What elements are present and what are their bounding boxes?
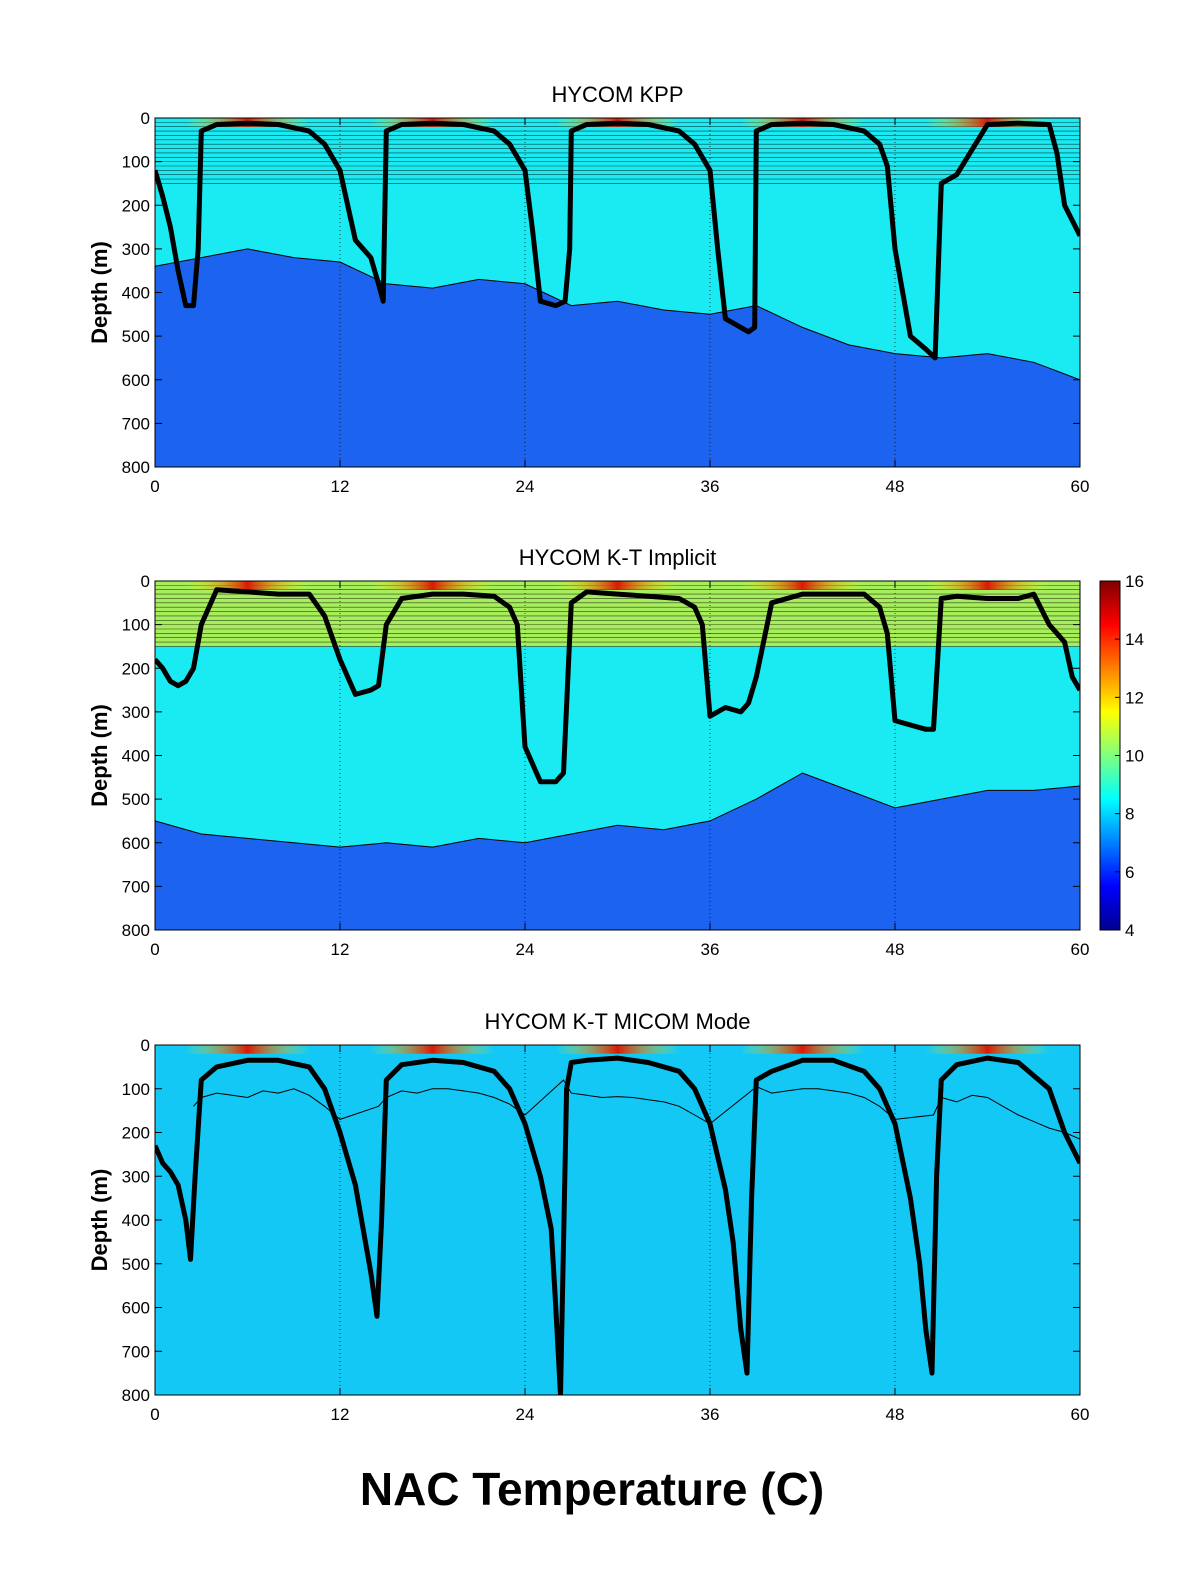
colorbar-tick-label: 6 <box>1125 863 1134 882</box>
x-tick-label: 12 <box>331 940 350 959</box>
x-tick-label: 24 <box>516 1405 535 1424</box>
y-tick-label: 100 <box>122 616 150 635</box>
y-tick-label: 0 <box>141 1036 150 1055</box>
y-tick-label: 600 <box>122 371 150 390</box>
isotherm-contour <box>155 248 1080 381</box>
y-tick-label: 800 <box>122 458 150 477</box>
deep-water-fill <box>155 248 1080 467</box>
x-tick-label: 24 <box>516 477 535 496</box>
y-tick-label: 500 <box>122 790 150 809</box>
panel-title: HYCOM K-T Implicit <box>519 545 717 570</box>
y-tick-label: 600 <box>122 834 150 853</box>
y-tick-label: 800 <box>122 921 150 940</box>
surface-warm-band <box>555 1045 680 1054</box>
isotherm-contour <box>155 772 1080 848</box>
y-tick-label: 800 <box>122 1386 150 1405</box>
y-tick-label: 700 <box>122 1342 150 1361</box>
y-tick-label: 0 <box>141 109 150 128</box>
colorbar-tick-label: 4 <box>1125 921 1134 940</box>
surface-warm-band <box>740 581 865 590</box>
x-tick-label: 12 <box>331 477 350 496</box>
panel-title: HYCOM K-T MICOM Mode <box>484 1009 750 1034</box>
y-tick-label: 300 <box>122 240 150 259</box>
y-tick-label: 300 <box>122 1167 150 1186</box>
surface-warm-band <box>925 581 1050 590</box>
colorbar-tick-label: 12 <box>1125 688 1144 707</box>
surface-warm-band <box>185 1045 310 1054</box>
y-axis-label: Depth (m) <box>87 241 112 344</box>
y-tick-label: 300 <box>122 703 150 722</box>
x-tick-label: 60 <box>1071 477 1090 496</box>
x-tick-label: 48 <box>886 940 905 959</box>
y-tick-label: 700 <box>122 877 150 896</box>
temperature-field <box>155 581 1080 930</box>
y-axis-label: Depth (m) <box>87 1169 112 1272</box>
panel-title: HYCOM KPP <box>551 82 683 107</box>
x-tick-label: 0 <box>150 1405 159 1424</box>
colorbar-ticks: 4 6 8 10 12 14 16 <box>1115 572 1144 940</box>
mixed-layer-depth-line <box>155 120 1080 361</box>
y-tick-label: 400 <box>122 747 150 766</box>
x-tick-label: 24 <box>516 940 535 959</box>
x-tick-label: 48 <box>886 477 905 496</box>
x-tick-label: 36 <box>701 1405 720 1424</box>
deep-water-fill <box>155 773 1080 930</box>
colorbar-tick-label: 8 <box>1125 805 1134 824</box>
x-tick-label: 0 <box>150 477 159 496</box>
x-tick-label: 0 <box>150 940 159 959</box>
mixed-layer-depth-line <box>155 1055 1080 1395</box>
y-tick-label: 0 <box>141 572 150 591</box>
x-tick-label: 60 <box>1071 1405 1090 1424</box>
y-tick-label: 500 <box>122 1255 150 1274</box>
surface-warm-band <box>370 581 495 590</box>
figure-title: NAC Temperature (C) <box>360 1463 824 1515</box>
y-tick-label: 700 <box>122 414 150 433</box>
y-tick-label: 100 <box>122 153 150 172</box>
mixed-layer-depth-line <box>155 587 1080 785</box>
colorbar-tick-label: 10 <box>1125 747 1144 766</box>
y-tick-label: 600 <box>122 1299 150 1318</box>
surface-warm-band <box>925 1045 1050 1054</box>
panel-hycom-kt-implicit: 0 12 24 36 48 600100200300400500600700800HYCO… <box>87 545 1090 959</box>
x-tick-label: 36 <box>701 940 720 959</box>
y-tick-label: 200 <box>122 659 150 678</box>
y-tick-label: 200 <box>122 1124 150 1143</box>
surface-warm-band <box>555 581 680 590</box>
y-axis-label: Depth (m) <box>87 704 112 807</box>
panel-hycom-kt-micom-mode: 0 12 24 36 48 600100200300400500600700800HYCO… <box>87 1009 1089 1424</box>
colorbar-tick-label: 16 <box>1125 572 1144 591</box>
y-tick-label: 400 <box>122 284 150 303</box>
panel-hycom-kpp: 0 12 24 36 48 600100200300400500600700800HYCO… <box>87 82 1090 496</box>
y-tick-label: 100 <box>122 1080 150 1099</box>
x-tick-label: 36 <box>701 477 720 496</box>
colorbar: 4 6 8 10 12 14 16 <box>1099 572 1144 940</box>
x-tick-label: 12 <box>331 1405 350 1424</box>
y-tick-label: 400 <box>122 1211 150 1230</box>
x-tick-label: 60 <box>1071 940 1090 959</box>
colorbar-tick-label: 14 <box>1125 630 1144 649</box>
temperature-field <box>155 1045 1080 1395</box>
temperature-field <box>155 118 1080 467</box>
surface-warm-band <box>740 1045 865 1054</box>
surface-warm-band <box>370 1045 495 1054</box>
surface-warm-band <box>185 581 310 590</box>
x-tick-label: 48 <box>886 1405 905 1424</box>
y-tick-label: 200 <box>122 196 150 215</box>
y-tick-label: 500 <box>122 327 150 346</box>
